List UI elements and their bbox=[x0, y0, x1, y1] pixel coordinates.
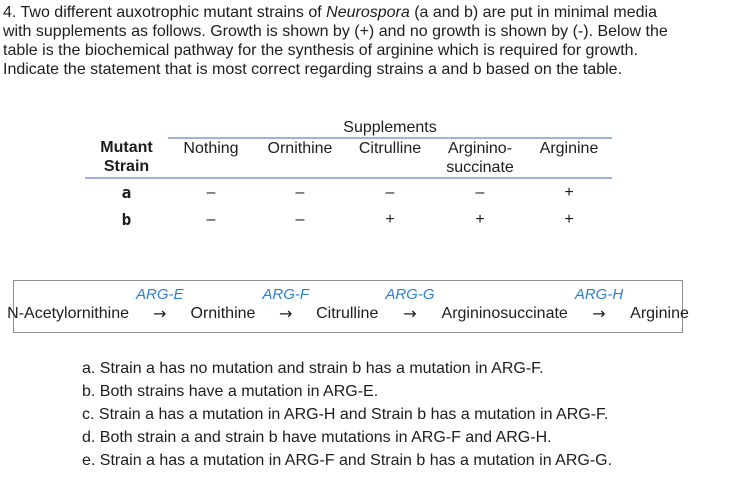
pathway-box: N-Acetylornithine ARG-E → Ornithine ARG-… bbox=[7, 280, 689, 333]
growth-cell-b-nothing: – bbox=[206, 210, 216, 228]
growth-table: Supplements Mutant Strain Nothing Ornith… bbox=[85, 119, 612, 233]
growth-cell-a-arginine: + bbox=[564, 183, 574, 201]
right-arrow-icon: → bbox=[403, 304, 417, 323]
question-line-2: with supplements as follows. Growth is s… bbox=[3, 23, 668, 40]
answer-option-b: b. Both strains have a mutation in ARG-E… bbox=[82, 383, 379, 400]
pathway-step-arg-h: ARG-H → bbox=[568, 286, 630, 323]
right-arrow-icon: → bbox=[592, 304, 606, 323]
growth-cell-b-argininosuccinate: + bbox=[475, 210, 485, 228]
growth-cell-b-ornithine: – bbox=[295, 210, 305, 228]
growth-cell-a-ornithine: – bbox=[295, 183, 305, 201]
enzyme-label-arg-g: ARG-G bbox=[385, 286, 435, 303]
right-arrow-icon: → bbox=[153, 304, 167, 323]
supplements-title: Supplements bbox=[168, 119, 612, 139]
strain-b-label: b bbox=[121, 209, 132, 229]
question-line-1-pre: 4. Two different auxotrophic mutant stra… bbox=[3, 4, 327, 21]
supplements-title-row: Supplements bbox=[85, 119, 612, 139]
compound-argininosuccinate: Argininosuccinate bbox=[441, 305, 568, 322]
column-header-arginine: Arginine bbox=[526, 138, 612, 179]
strain-a-label: a bbox=[121, 182, 132, 202]
enzyme-label-arg-e: ARG-E bbox=[135, 286, 184, 303]
pathway-step-arg-g: ARG-G → bbox=[378, 286, 441, 323]
growth-cell-a-citrulline: – bbox=[385, 183, 395, 201]
column-header-citrulline: Citrulline bbox=[346, 138, 434, 179]
compound-n-acetylornithine: N-Acetylornithine bbox=[7, 305, 129, 322]
answer-option-d: d. Both strain a and strain b have mutat… bbox=[82, 429, 552, 446]
strain-a-row: a – – – – + bbox=[85, 178, 612, 206]
growth-cell-a-nothing: – bbox=[206, 183, 216, 201]
pathway-row: N-Acetylornithine ARG-E → Ornithine ARG-… bbox=[7, 286, 689, 323]
question-text: 4. Two different auxotrophic mutant stra… bbox=[0, 0, 746, 79]
enzyme-label-arg-f: ARG-F bbox=[262, 286, 310, 303]
growth-cell-b-arginine: + bbox=[564, 210, 574, 228]
question-line-1: 4. Two different auxotrophic mutant stra… bbox=[3, 3, 746, 22]
table-corner-cell bbox=[85, 119, 168, 138]
neurospora-italic: Neurospora bbox=[326, 4, 410, 21]
growth-cell-a-argininosuccinate: – bbox=[475, 183, 485, 201]
compound-citrulline: Citrulline bbox=[316, 305, 379, 322]
question-line-3: table is the biochemical pathway for the… bbox=[3, 42, 638, 59]
pathway-step-arg-f: ARG-F → bbox=[255, 286, 316, 323]
answer-option-e: e. Strain a has a mutation in ARG-F and … bbox=[82, 452, 613, 469]
answer-options: a. Strain a has no mutation and strain b… bbox=[82, 357, 746, 472]
answer-option-c: c. Strain a has a mutation in ARG-H and … bbox=[82, 406, 609, 423]
strain-b-row: b – – + + + bbox=[85, 206, 612, 233]
enzyme-label-arg-h: ARG-H bbox=[574, 286, 624, 303]
column-header-argininosuccinate: Arginino-succinate bbox=[434, 138, 526, 179]
mutant-strain-header: Mutant Strain bbox=[85, 138, 168, 179]
question-line-4: Indicate the statement that is most corr… bbox=[3, 61, 623, 78]
growth-cell-b-citrulline: + bbox=[385, 210, 395, 228]
column-header-row: Mutant Strain Nothing Ornithine Citrulli… bbox=[85, 138, 612, 179]
answer-option-a: a. Strain a has no mutation and strain b… bbox=[82, 360, 544, 377]
question-line-1-post: (a and b) are put in minimal media bbox=[409, 4, 657, 21]
compound-ornithine: Ornithine bbox=[190, 305, 256, 322]
compound-arginine: Arginine bbox=[630, 305, 689, 322]
right-arrow-icon: → bbox=[279, 304, 293, 323]
pathway-step-arg-e: ARG-E → bbox=[129, 286, 191, 323]
column-header-nothing: Nothing bbox=[168, 138, 254, 179]
column-header-ornithine: Ornithine bbox=[254, 138, 346, 179]
